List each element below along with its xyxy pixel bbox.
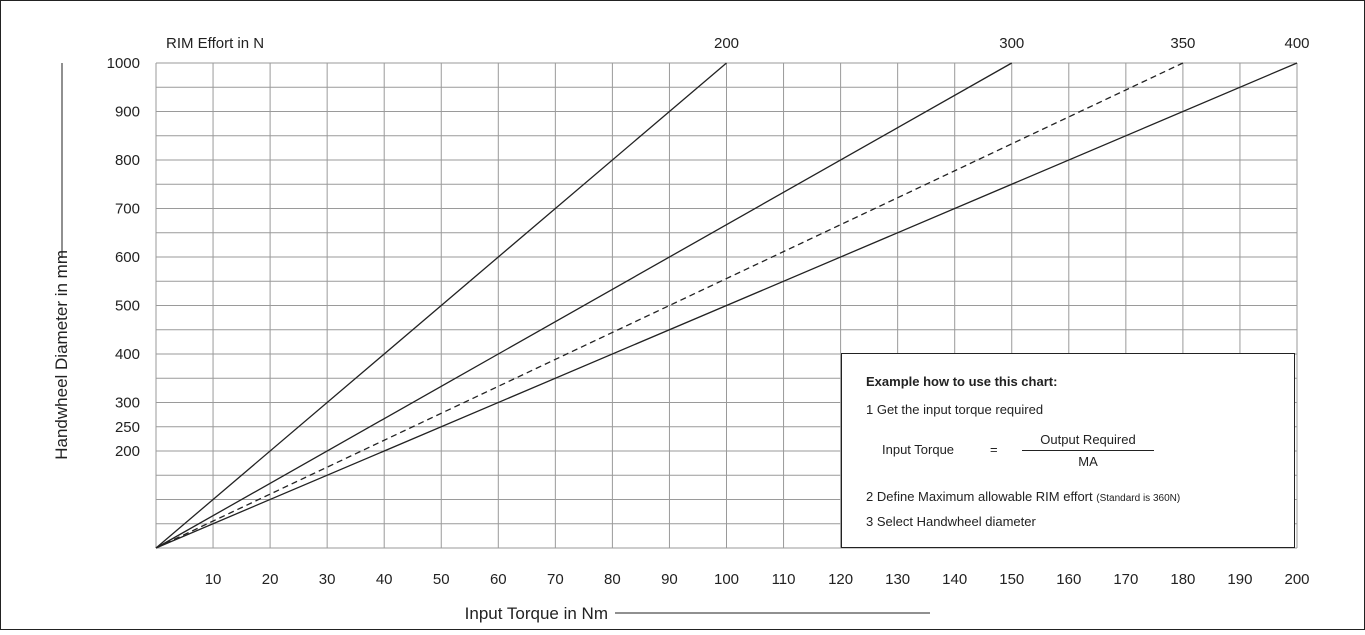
- x-tick-label: 110: [772, 571, 796, 588]
- y-tick-label: 250: [115, 419, 140, 436]
- y-tick-label: 400: [115, 346, 140, 363]
- x-tick-label: 60: [490, 571, 507, 588]
- grid: [155, 62, 1298, 549]
- y-tick-label: 200: [115, 443, 140, 460]
- info-step-2-note: (Standard is 360N): [1096, 493, 1181, 504]
- series-label-200: 200: [714, 35, 739, 52]
- info-step-2: 2 Define Maximum allowable RIM effort (S…: [866, 489, 1180, 504]
- x-tick-label: 20: [262, 571, 279, 588]
- series-label-300: 300: [999, 35, 1024, 52]
- info-step-2-text: 2 Define Maximum allowable RIM effort: [866, 489, 1093, 504]
- x-tick-label: 70: [547, 571, 564, 588]
- series-label-400: 400: [1284, 35, 1309, 52]
- y-tick-label: 800: [115, 152, 140, 169]
- x-tick-label: 40: [376, 571, 393, 588]
- x-tick-label: 100: [714, 571, 739, 588]
- y-axis-label: Handwheel Diameter in mm: [52, 250, 71, 460]
- formula-numerator: Output Required: [1022, 432, 1154, 451]
- x-tick-label: 130: [885, 571, 910, 588]
- series-lines: 200 300 350 400: [155, 35, 1310, 549]
- x-tick-label: 50: [433, 571, 450, 588]
- x-tick-label: 140: [942, 571, 967, 588]
- formula: Input Torque = Output Required MA: [882, 432, 1182, 476]
- x-tick-label: 120: [828, 571, 853, 588]
- y-tick-label: 300: [115, 395, 140, 412]
- tick-labels: 10 20 30 40 50 60 70 80 90 100 110 120 130 140 150 160 1…: [107, 55, 1310, 588]
- series-line-200: [155, 62, 727, 549]
- x-axis-label: Input Torque in Nm: [465, 604, 608, 623]
- formula-fraction: Output Required MA: [1022, 432, 1154, 469]
- y-tick-label: 1000: [107, 55, 140, 72]
- info-box-title: Example how to use this chart:: [866, 374, 1058, 389]
- info-box: Example how to use this chart: 1 Get the…: [841, 353, 1295, 548]
- x-tick-label: 10: [205, 571, 222, 588]
- x-tick-label: 160: [1056, 571, 1081, 588]
- info-step-1: 1 Get the input torque required: [866, 402, 1044, 417]
- y-tick-label: 900: [115, 104, 140, 121]
- series-line-400: [155, 62, 1298, 549]
- x-tick-label: 190: [1227, 571, 1252, 588]
- x-tick-label: 180: [1170, 571, 1195, 588]
- formula-denominator: MA: [1078, 454, 1098, 469]
- top-axis-label: RIM Effort in N: [166, 35, 264, 52]
- x-tick-label: 170: [1113, 571, 1138, 588]
- y-tick-label: 600: [115, 249, 140, 266]
- formula-lhs: Input Torque: [882, 442, 955, 457]
- x-tick-label: 200: [1284, 571, 1309, 588]
- x-tick-label: 90: [661, 571, 678, 588]
- series-label-350: 350: [1170, 35, 1195, 52]
- x-tick-label: 80: [604, 571, 621, 588]
- x-tick-label: 150: [999, 571, 1024, 588]
- x-tick-label: 30: [319, 571, 336, 588]
- y-tick-label: 500: [115, 298, 140, 315]
- y-tick-label: 700: [115, 201, 140, 218]
- series-line-300: [155, 62, 1013, 549]
- info-step-3: 3 Select Handwheel diameter: [866, 514, 1036, 529]
- formula-equals: =: [990, 442, 998, 457]
